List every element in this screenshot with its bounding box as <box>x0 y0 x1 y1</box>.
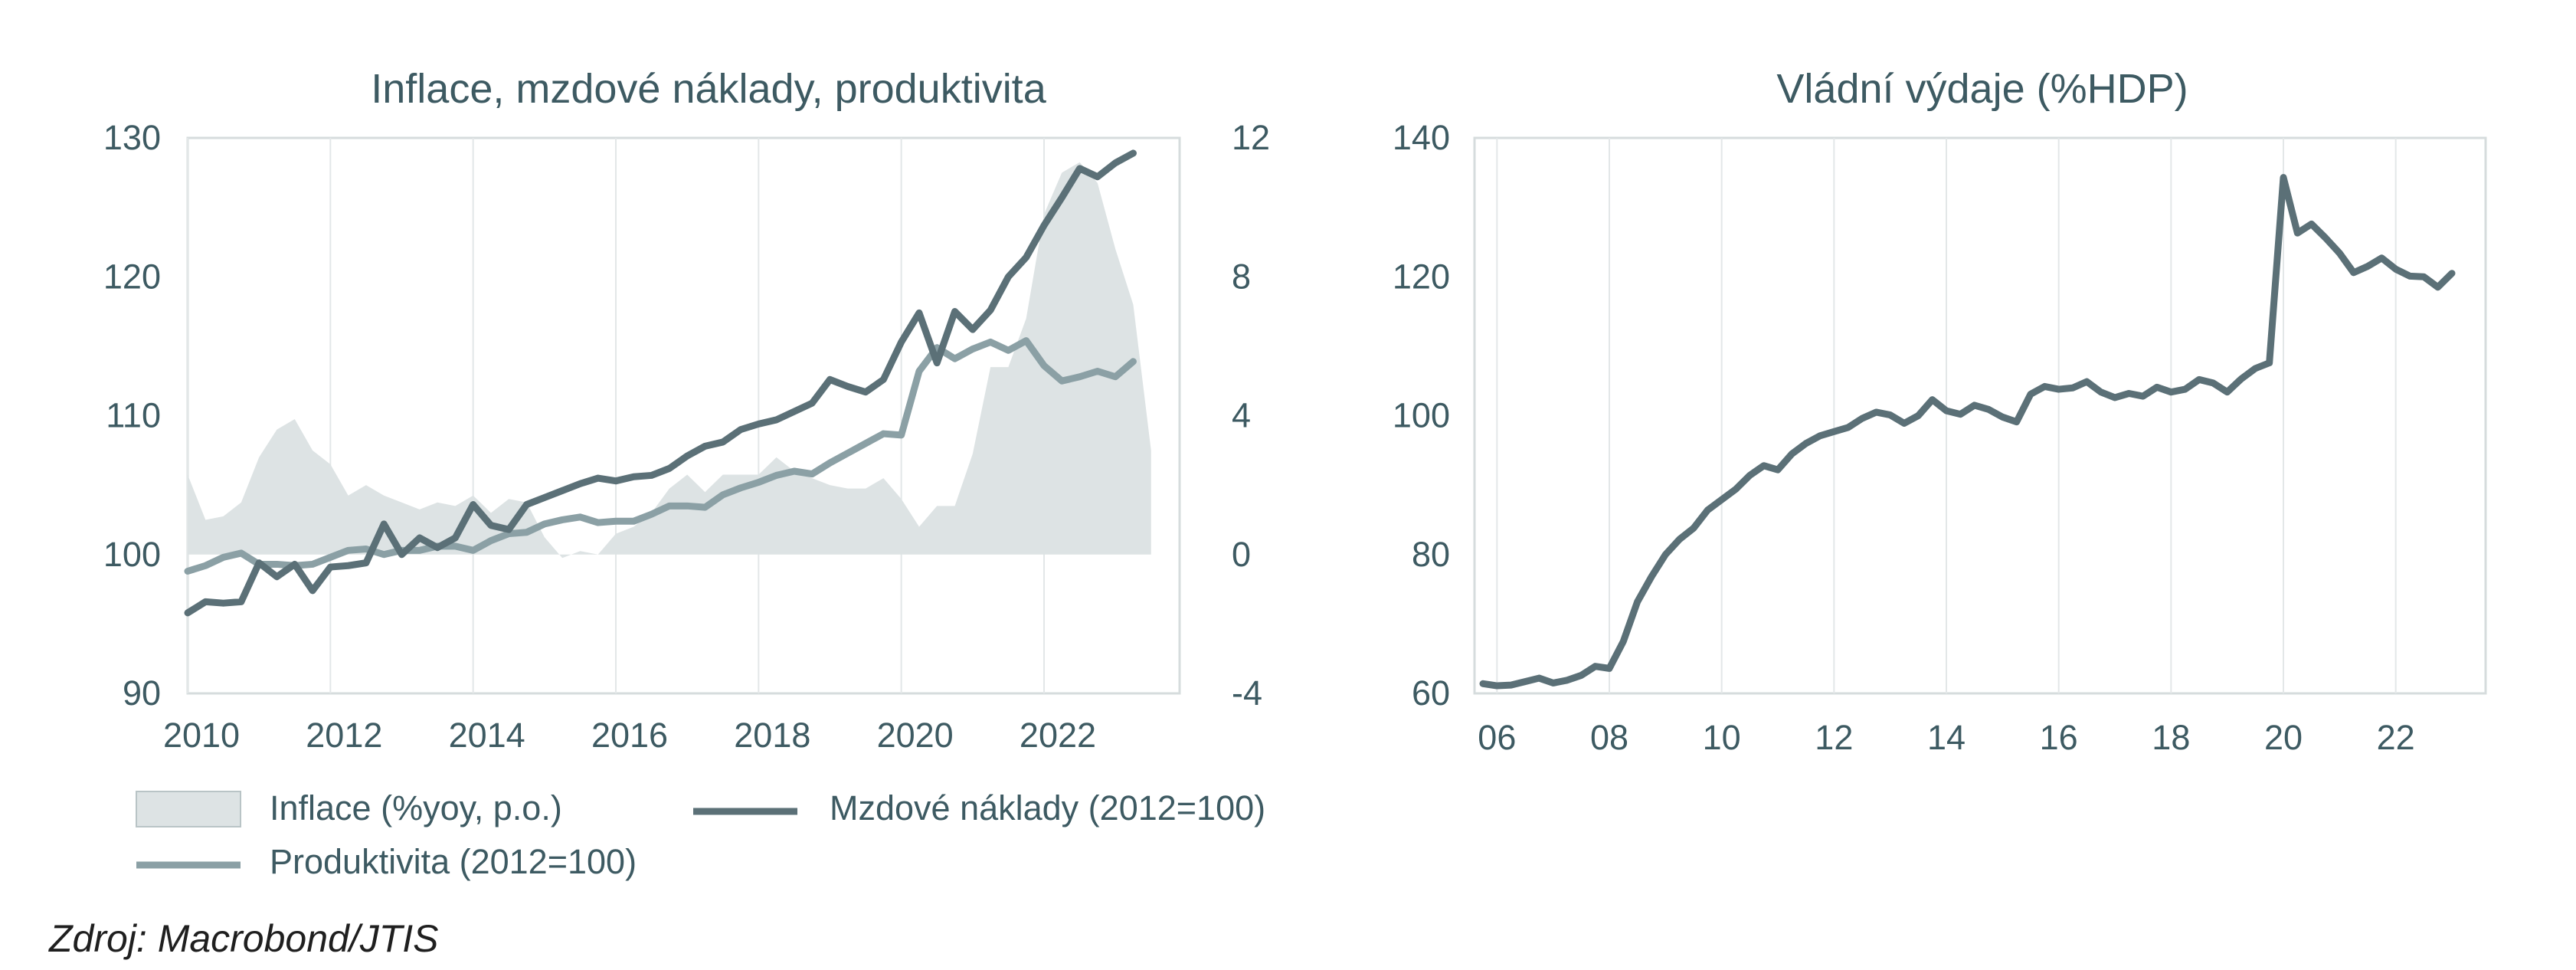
chart2-x-tick-22: 22 <box>2377 718 2415 757</box>
chart2-x-tick-12: 12 <box>1815 718 1853 757</box>
chart1-x-tick-2020: 2020 <box>877 716 954 755</box>
chart2-y-tick-labels: 60 80 100 120 140 <box>1393 118 1450 713</box>
chart-government-spending: 06 08 10 12 14 16 18 20 22 60 80 100 120 140 Vládní … <box>1393 66 2487 757</box>
chart2-y-tick-120: 120 <box>1393 257 1450 296</box>
chart1-y-tick-100: 100 <box>103 535 161 574</box>
chart1-x-tick-2022: 2022 <box>1020 716 1096 755</box>
chart1-x-tick-2010: 2010 <box>163 716 240 755</box>
chart1-y-tick-120: 120 <box>103 257 161 296</box>
chart2-title: Vládní výdaje (%HDP) <box>1776 66 2188 112</box>
inflation-area <box>188 162 1151 559</box>
chart1-x-tick-2012: 2012 <box>306 716 382 755</box>
chart1-y-tick-130: 130 <box>103 118 161 157</box>
chart2-x-tick-06: 06 <box>1478 718 1516 757</box>
chart2-x-tick-08: 08 <box>1590 718 1628 757</box>
chart1-gridlines <box>187 138 1045 693</box>
chart1-y-tick-110: 110 <box>106 396 161 435</box>
chart2-x-tick-18: 18 <box>2152 718 2190 757</box>
chart1-x-tick-2014: 2014 <box>449 716 525 755</box>
chart2-y-tick-60: 60 <box>1412 673 1450 713</box>
chart1-y-left-tick-labels: 90 100 110 120 130 <box>103 118 161 713</box>
legend-wage-costs-label: Mzdové náklady (2012=100) <box>830 788 1265 827</box>
chart1-x-tick-labels: 2010 2012 2014 2016 2018 2020 2022 <box>163 716 1096 755</box>
legend-inflation-label: Inflace (%yoy, p.o.) <box>270 788 562 827</box>
chart2-x-tick-10: 10 <box>1703 718 1741 757</box>
chart1-x-tick-2018: 2018 <box>734 716 810 755</box>
legend-productivity-label: Produktivita (2012=100) <box>270 842 637 881</box>
chart2-plot-frame <box>1473 136 2487 695</box>
chart1-y2-tick-12: 12 <box>1232 118 1270 157</box>
chart2-x-tick-14: 14 <box>1927 718 1966 757</box>
wage-costs-line <box>184 149 1137 617</box>
chart2-y-tick-140: 140 <box>1393 118 1450 157</box>
chart1-y2-tick-4: 4 <box>1232 396 1251 435</box>
source-note: Zdroj: Macrobond/JTIS <box>49 917 439 960</box>
chart1-y-tick-90: 90 <box>123 673 161 713</box>
government-spending-line <box>1479 174 2456 690</box>
chart1-legend: Inflace (%yoy, p.o.) Mzdové náklady (201… <box>136 788 1265 881</box>
productivity-line <box>184 337 1137 575</box>
chart2-x-tick-labels: 06 08 10 12 14 16 18 20 22 <box>1478 718 2414 757</box>
chart2-y-tick-100: 100 <box>1393 396 1450 435</box>
chart2-x-tick-20: 20 <box>2264 718 2303 757</box>
chart1-title: Inflace, mzdové náklady, produktivita <box>371 66 1046 112</box>
chart2-gridlines <box>1496 138 2397 693</box>
chart2-y-tick-80: 80 <box>1412 535 1450 574</box>
chart1-y2-tick-8: 8 <box>1232 257 1251 296</box>
chart1-y2-tick--4: -4 <box>1232 673 1262 713</box>
chart2-x-tick-16: 16 <box>2040 718 2078 757</box>
chart1-x-tick-2016: 2016 <box>591 716 668 755</box>
chart1-y-right-tick-labels: -4 0 4 8 12 <box>1232 118 1270 713</box>
chart1-y2-tick-0: 0 <box>1232 535 1251 574</box>
legend-inflation-swatch <box>136 791 241 827</box>
chart-inflation-wages-productivity: 2010 2012 2014 2016 2018 2020 2022 90100110120… <box>103 66 1270 881</box>
